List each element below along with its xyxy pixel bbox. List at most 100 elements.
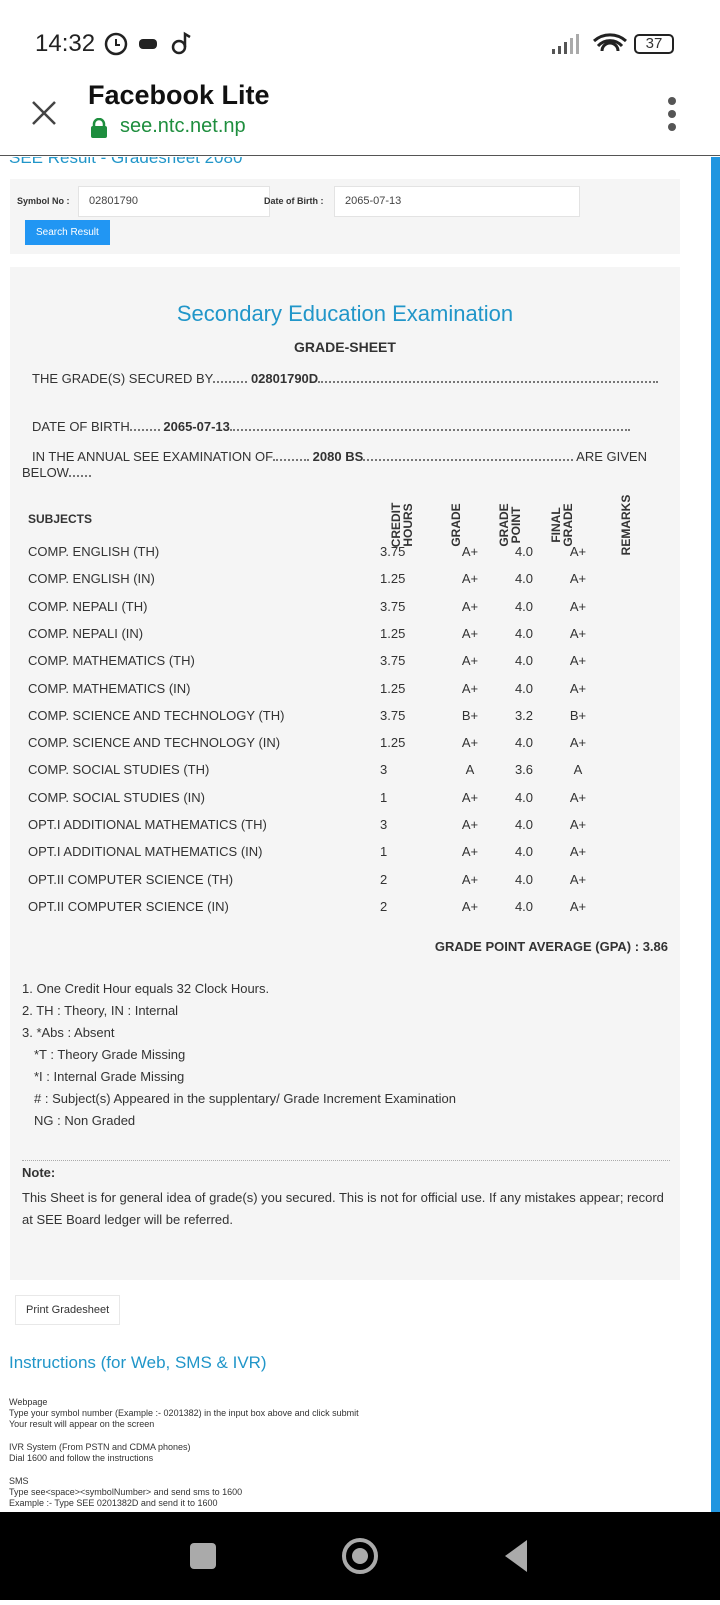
grade-cell: 4.0 bbox=[514, 653, 534, 669]
exam-suffix2: BELOW bbox=[22, 465, 69, 480]
nav-buttons bbox=[190, 1538, 527, 1574]
grade-cell: A+ bbox=[461, 625, 479, 641]
search-button[interactable]: Search Result bbox=[25, 220, 110, 245]
divider bbox=[22, 1160, 670, 1161]
column-header: REMARKS bbox=[619, 494, 633, 556]
grade-cell: A+ bbox=[461, 844, 479, 860]
grade-cell: 4.0 bbox=[514, 735, 534, 751]
grade-cell: A+ bbox=[569, 735, 587, 751]
close-button[interactable] bbox=[31, 100, 57, 126]
note-title: Note: bbox=[22, 1165, 56, 1180]
grade-cell: 1.25 bbox=[380, 571, 406, 587]
subject-cell: COMP. NEPALI (TH) bbox=[28, 598, 148, 614]
status-bar: 14:32 37 bbox=[0, 0, 720, 78]
instruction-line: Example :- Type SEE 0201382D and send it… bbox=[9, 1498, 218, 1508]
url: see.ntc.net.np bbox=[120, 115, 246, 137]
grade-cell: 4.0 bbox=[514, 571, 534, 587]
legend-item: # : Subject(s) Appeared in the supplenta… bbox=[34, 1091, 457, 1106]
symbol-label: Symbol No : bbox=[17, 196, 70, 206]
subject-cell: OPT.II COMPUTER SCIENCE (TH) bbox=[28, 871, 234, 887]
grade-cell: 2 bbox=[380, 871, 388, 887]
subject-cell: OPT.I ADDITIONAL MATHEMATICS (IN) bbox=[28, 844, 263, 860]
grade-cell: A+ bbox=[569, 544, 587, 559]
browser-bar: Facebook Lite see.ntc.net.np bbox=[0, 78, 720, 156]
grade-cell: A+ bbox=[461, 817, 479, 832]
grade-cell: 4.0 bbox=[514, 598, 534, 614]
gpa-label: GRADE POINT AVERAGE (GPA) : bbox=[434, 939, 640, 954]
instruction-line: Webpage bbox=[9, 1397, 48, 1407]
dob-input[interactable]: 2065-07-13 bbox=[334, 186, 580, 217]
grade-cell: 3.2 bbox=[514, 707, 534, 723]
grade-sheet: Secondary Education Examination GRADE-SH… bbox=[10, 267, 680, 1280]
grade-cell: 4.0 bbox=[514, 625, 534, 641]
instruction-line: Type see<space><symbolNumber> and send s… bbox=[9, 1487, 243, 1497]
subject-cell: OPT.I ADDITIONAL MATHEMATICS (TH) bbox=[28, 817, 267, 832]
legend-item: 3. *Abs : Absent bbox=[22, 1025, 115, 1040]
grade-cell: 4.0 bbox=[514, 680, 534, 696]
print-button[interactable]: Print Gradesheet bbox=[15, 1295, 121, 1325]
scrollbar bbox=[711, 157, 720, 1512]
grade-cell: 3.75 bbox=[380, 598, 406, 614]
legend-item: *I : Internal Grade Missing bbox=[34, 1069, 185, 1084]
exam-value: 2080 BS bbox=[312, 449, 364, 464]
instruction-line: Dial 1600 and follow the instructions bbox=[9, 1453, 154, 1463]
grade-cell: B+ bbox=[461, 707, 479, 723]
grade-cell: 3 bbox=[380, 762, 388, 778]
gpa-value: 3.86 bbox=[642, 939, 668, 954]
subject-cell: COMP. MATHEMATICS (TH) bbox=[28, 653, 195, 669]
status-icons bbox=[104, 31, 191, 56]
subject-cell: COMP. SOCIAL STUDIES (IN) bbox=[28, 789, 205, 805]
grade-cell: A bbox=[465, 762, 475, 778]
lock-icon bbox=[91, 118, 107, 138]
exam-label: IN THE ANNUAL SEE EXAMINATION OF bbox=[32, 449, 274, 464]
instruction-line: Type your symbol number (Example :- 0201… bbox=[9, 1408, 359, 1418]
grade-cell: A+ bbox=[461, 653, 479, 669]
grade-cell: 3.75 bbox=[380, 544, 406, 559]
symbol-input[interactable]: 02801790 bbox=[78, 186, 270, 217]
grade-cell: A bbox=[573, 762, 583, 778]
subject-cell: COMP. NEPALI (IN) bbox=[28, 625, 144, 641]
grade-cell: 4.0 bbox=[514, 898, 534, 914]
grade-cell: A+ bbox=[569, 598, 587, 614]
grade-cell: 1.25 bbox=[380, 735, 406, 751]
grade-cell: A+ bbox=[461, 598, 479, 614]
menu-button[interactable] bbox=[666, 96, 678, 132]
column-header: SUBJECTS bbox=[28, 512, 93, 526]
grade-cell: A+ bbox=[461, 789, 479, 805]
grade-cell: 3.75 bbox=[380, 653, 406, 669]
exam-suffix: ARE GIVEN bbox=[576, 449, 647, 464]
web-content: SEE Result - Gradesheet 2080 Symbol No :… bbox=[0, 157, 720, 1512]
grade-cell: A+ bbox=[461, 735, 479, 751]
grade-cell: 3.75 bbox=[380, 707, 406, 723]
legend-item: NG : Non Graded bbox=[34, 1113, 136, 1128]
grade-cell: A+ bbox=[569, 653, 587, 669]
subject-cell: COMP. SCIENCE AND TECHNOLOGY (IN) bbox=[28, 735, 281, 751]
subject-cell: COMP. SCIENCE AND TECHNOLOGY (TH) bbox=[28, 707, 285, 723]
sheet-title: Secondary Education Examination bbox=[176, 301, 514, 326]
grade-cell: 3.6 bbox=[514, 762, 534, 778]
grade-cell: A+ bbox=[461, 680, 479, 696]
subject-cell: COMP. MATHEMATICS (IN) bbox=[28, 680, 191, 696]
grade-cell: A+ bbox=[569, 571, 587, 587]
browser-title: Facebook Lite bbox=[88, 80, 270, 110]
grade-cell: 4.0 bbox=[514, 844, 534, 860]
grade-cell: 3 bbox=[380, 817, 388, 832]
time: 14:32 bbox=[35, 30, 96, 57]
grade-cell: A+ bbox=[569, 817, 587, 832]
legend-item: 1. One Credit Hour equals 32 Clock Hours… bbox=[22, 981, 270, 996]
legend-item: *T : Theory Grade Missing bbox=[34, 1047, 186, 1062]
grade-cell: 4.0 bbox=[514, 789, 534, 805]
home-button[interactable] bbox=[342, 1538, 378, 1574]
subject-cell: COMP. SOCIAL STUDIES (TH) bbox=[28, 762, 210, 778]
grade-cell: 1 bbox=[380, 844, 388, 860]
back-button[interactable] bbox=[505, 1540, 527, 1572]
grade-cell: A+ bbox=[461, 898, 479, 914]
grade-cell: B+ bbox=[569, 707, 587, 723]
grade-cell: A+ bbox=[569, 871, 587, 887]
signal-wifi bbox=[552, 33, 627, 54]
dob-value: 2065-07-13 bbox=[163, 419, 230, 434]
secured-value: 02801790D bbox=[250, 371, 319, 386]
recent-button[interactable] bbox=[190, 1543, 216, 1569]
navigation-bar bbox=[0, 1512, 720, 1600]
